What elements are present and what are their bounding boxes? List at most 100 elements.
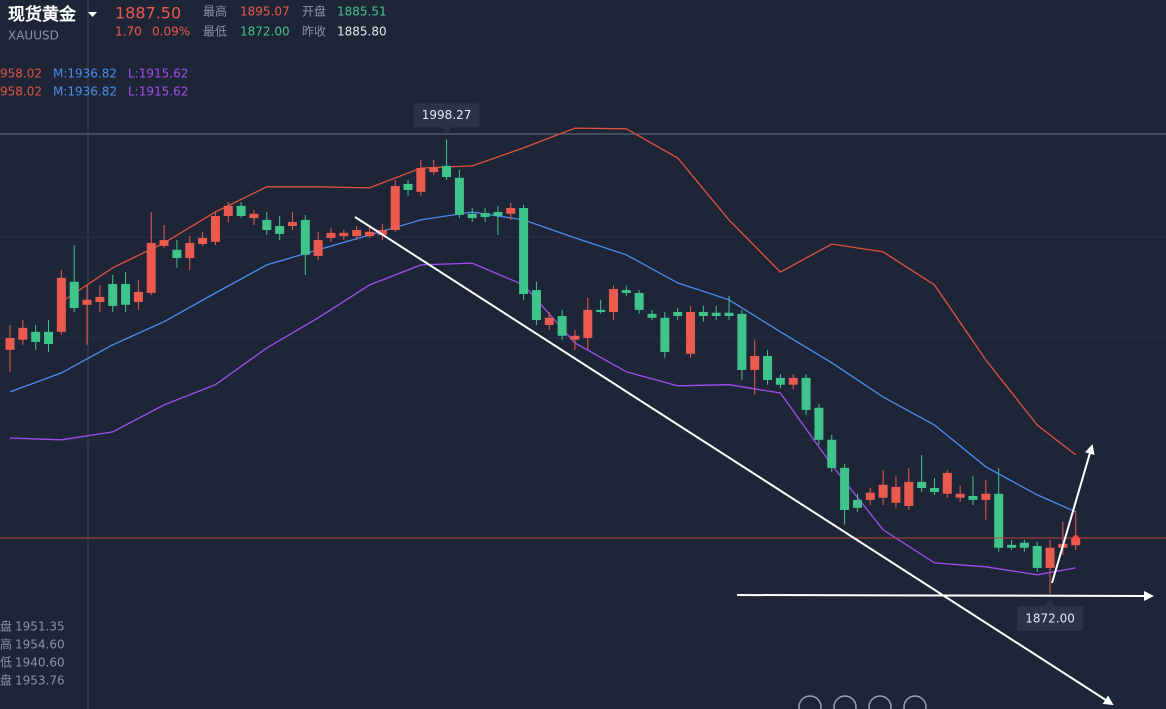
candle-body [454,177,464,215]
trend-arrow [354,216,1114,706]
candle-body [31,331,41,342]
candle-body [262,219,272,230]
candle-body [1007,544,1017,548]
candle-body [583,309,593,338]
candle-body [300,219,310,255]
candle-body [121,283,131,305]
candle-body [942,472,952,494]
zoom-in-button[interactable] [903,695,927,709]
candle-body [416,168,426,192]
mid-band-label: M:1936.82 [53,67,117,81]
candle-body [377,229,387,236]
candle-body [840,467,850,510]
candle-body [210,215,220,242]
prev-close: 1885.80 [337,25,387,39]
support-arrow [736,590,1154,601]
zoom-out-button[interactable] [798,695,822,709]
low-label-box [1017,605,1084,631]
candle-body [519,208,529,295]
prev-button[interactable] [833,695,857,709]
candle-body [775,377,785,385]
rebound-arrow [1051,444,1095,584]
candle-body [750,355,760,370]
candle-body [557,315,567,336]
candle-body [878,484,888,498]
candle-body [608,288,618,313]
panel-label: 低 [0,656,12,670]
indicator-legend: 958.02 M:1936.82 L:1915.62 958.02 M:1936… [0,67,188,99]
candle-body [891,486,901,503]
high: 1895.07 [240,5,290,19]
candle-body [365,231,375,237]
candle-body [69,281,79,309]
candle-body [236,205,246,216]
high-label: 1998.27 [422,108,472,122]
user-drawings [354,216,1154,706]
candle-body [18,327,28,340]
candle-body [596,309,606,313]
candle-body [865,492,875,500]
candle-body [698,312,708,316]
candle-body [390,186,400,230]
candle-body [621,290,631,293]
candle-body [82,299,92,305]
high-label-box [413,103,480,128]
candle-body [352,229,362,237]
dropdown-caret[interactable] [88,12,97,17]
panel-label: 盘 [0,619,12,634]
candle-body [249,213,259,219]
candle-body [737,313,747,370]
change-pct: 0.09% [152,25,190,39]
candle-body [1045,547,1055,568]
panel-value: 1951.35 [15,620,65,634]
candle-body [660,317,670,352]
candle-body [133,291,143,302]
band-line [61,127,1077,456]
candle-body [223,205,233,216]
candle-body [429,166,439,173]
low-label: 最低 [203,25,227,39]
symbol: XAUUSD [8,29,59,43]
price: 1887.50 [115,4,181,23]
prev-close-label: 昨收 [302,25,326,39]
candle-body [159,240,169,246]
candle-body [1032,545,1042,568]
candle-body [904,481,914,507]
candle-body [673,312,683,316]
candle-body [814,407,824,440]
candle-body [172,249,182,259]
price-dot [1072,535,1079,542]
candle-body [313,240,323,256]
ohlc-panel: 盘 1951.35 高 1954.60 低 1940.60 盘 1953.76 [0,619,65,688]
candle-body [917,481,927,489]
instrument-name[interactable]: 现货黄金 [8,4,77,25]
candle-body [994,493,1004,548]
candle-body [287,222,297,227]
upper-band-label: 958.02 [0,67,42,81]
panel-value: 1953.76 [15,674,65,688]
candle-body [981,493,991,500]
low-label: 1872.00 [1025,611,1075,625]
candle-body [185,242,195,259]
high-label-pointer [441,127,452,134]
zoom-controls [798,695,927,709]
candle-body [955,493,965,498]
high-label: 最高 [203,4,227,19]
candle-body [801,377,811,410]
candle-body [442,165,452,178]
candle-body [544,317,554,325]
candle-body [5,337,15,350]
low: 1872.00 [240,25,290,39]
candle-body [531,290,541,320]
candle-body [506,208,516,214]
candle-body [480,213,490,218]
lower-band-label: L:1915.62 [128,67,188,81]
candle-body [724,312,734,316]
next-button[interactable] [868,695,892,709]
candle-body [467,213,477,219]
change: 1.70 [115,25,142,39]
panel-value: 1954.60 [15,638,65,652]
low-label-pointer [1045,599,1056,606]
